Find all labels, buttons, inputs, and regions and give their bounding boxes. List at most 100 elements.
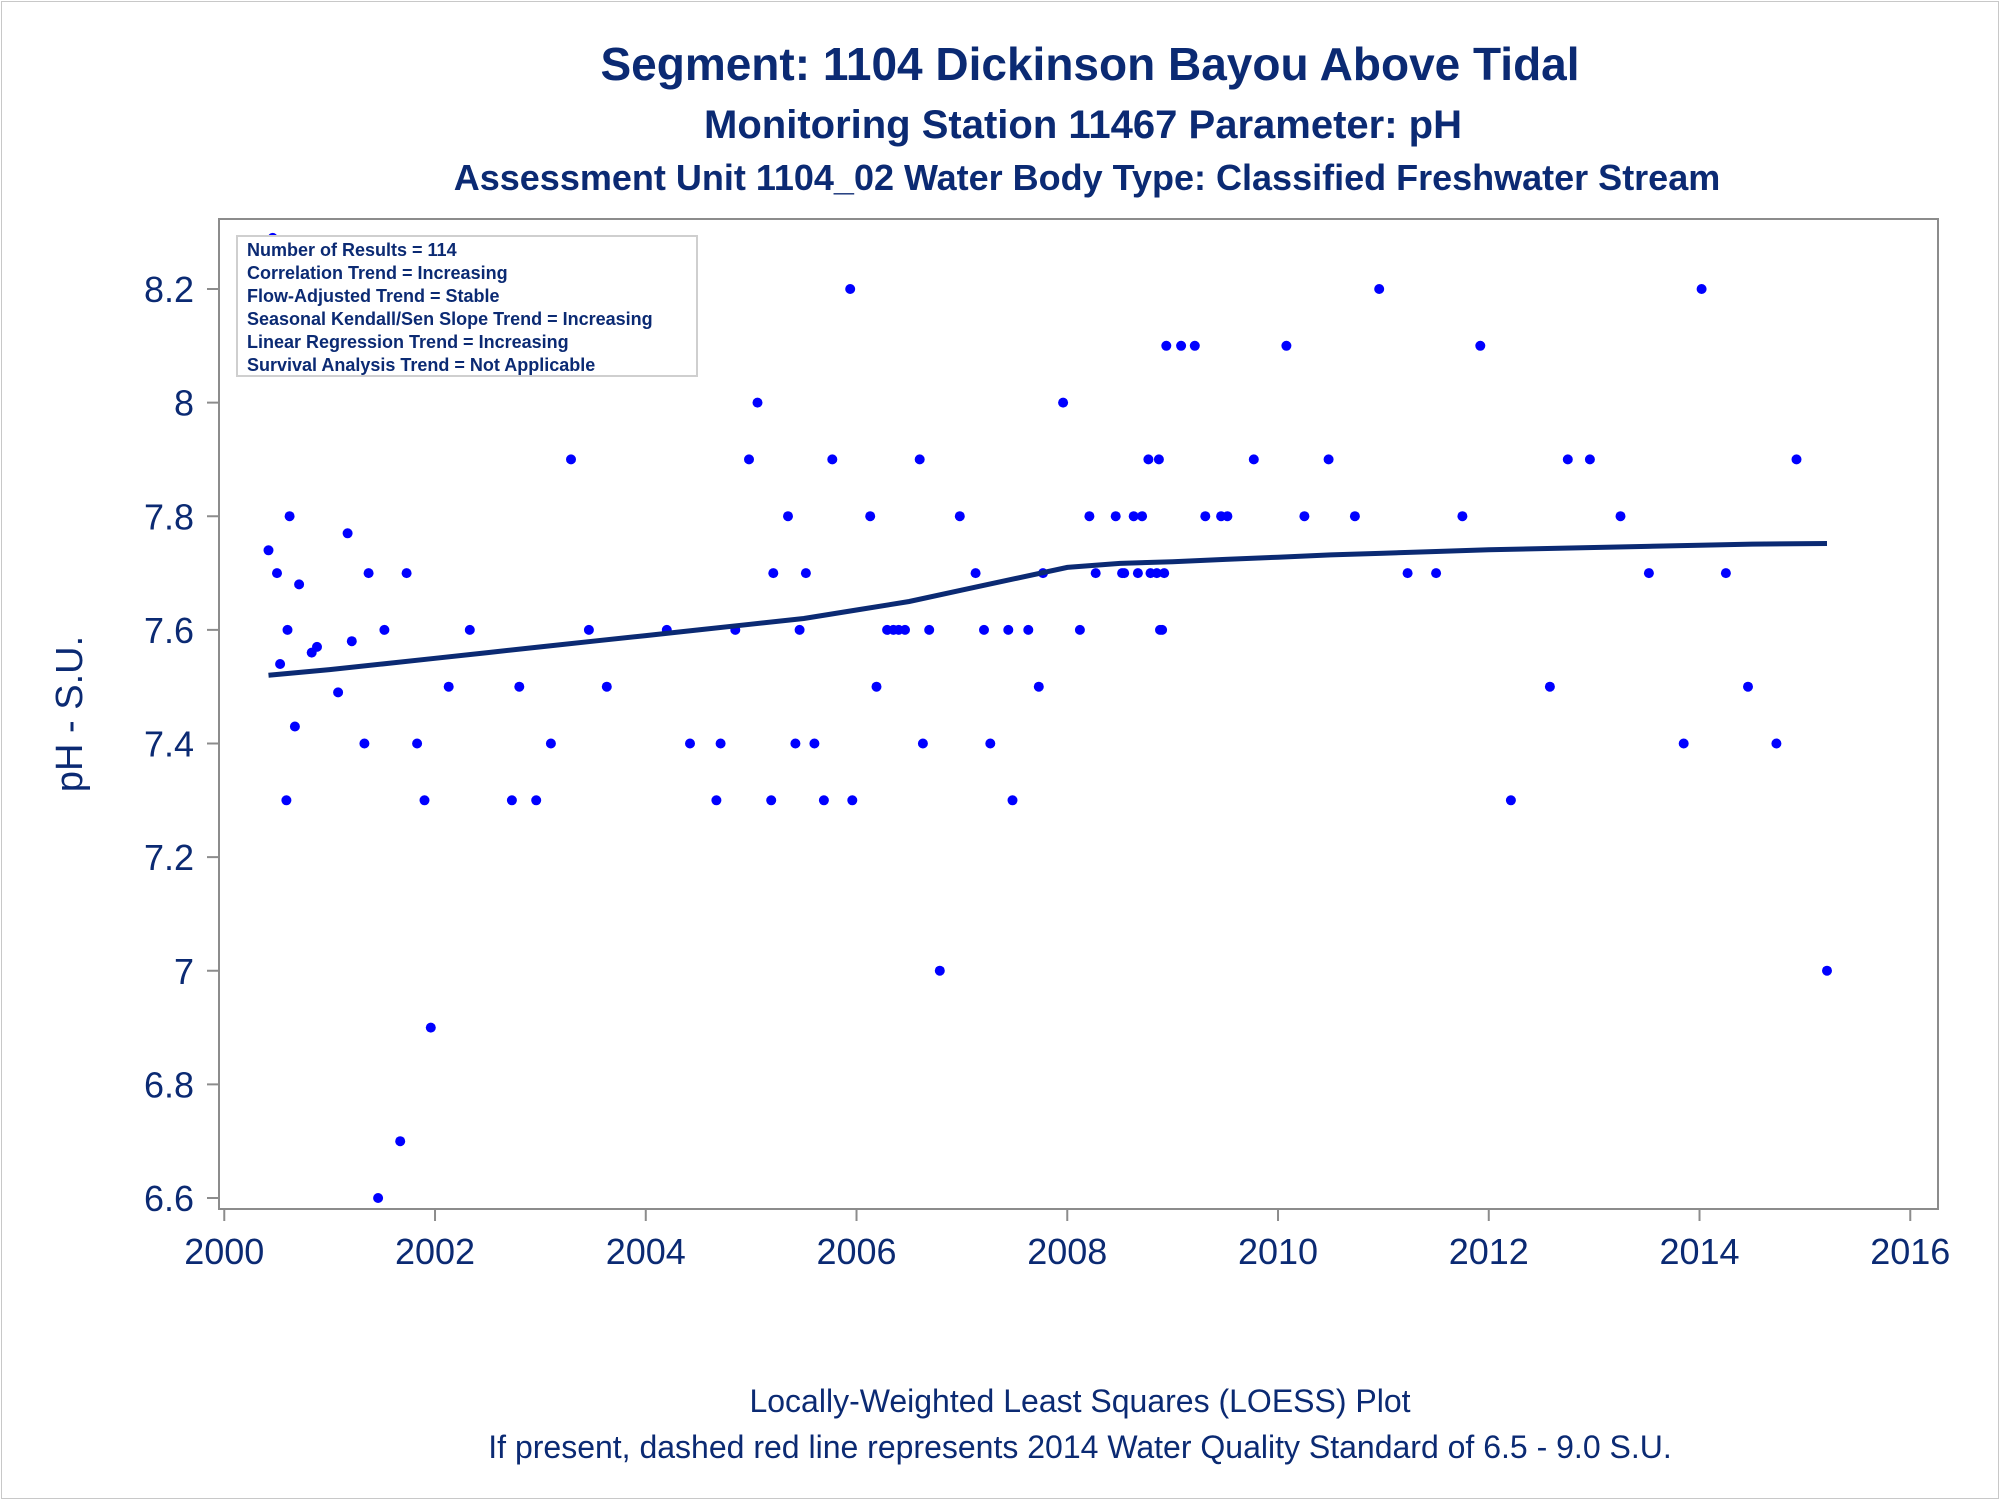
data-point — [263, 545, 274, 556]
stats-box-frame — [236, 235, 698, 377]
chart-subtitle-station: Monitoring Station 11467 Parameter: pH — [704, 103, 1462, 147]
data-point — [1791, 454, 1802, 465]
chart-subtitle-assessment: Assessment Unit 1104_02 Water Body Type:… — [454, 157, 1721, 198]
data-point — [312, 641, 322, 652]
data-point — [979, 624, 989, 635]
data-point — [412, 738, 423, 749]
data-point — [1033, 681, 1044, 692]
data-point — [363, 568, 374, 579]
data-point — [1678, 738, 1689, 749]
data-point — [752, 397, 763, 408]
data-point — [1153, 454, 1164, 465]
data-point — [425, 1022, 436, 1033]
data-point — [1475, 340, 1486, 351]
data-point — [1023, 624, 1034, 635]
data-point — [790, 738, 801, 749]
data-point — [506, 795, 517, 806]
data-point — [1157, 624, 1168, 635]
data-point — [800, 568, 811, 579]
data-point — [281, 795, 292, 806]
data-point — [1615, 511, 1626, 522]
data-point — [289, 721, 300, 732]
data-point — [275, 659, 286, 669]
x-tick-label: 2008 — [1027, 1231, 1107, 1272]
data-point — [715, 738, 726, 749]
y-tick-label: 7.4 — [144, 724, 194, 765]
footer-line-2: If present, dashed red line represents 2… — [488, 1429, 1671, 1465]
data-point — [419, 795, 430, 806]
data-point — [1058, 397, 1069, 408]
y-tick-label: 7.6 — [144, 610, 194, 651]
data-point — [342, 528, 353, 539]
data-point — [443, 681, 454, 692]
data-point — [1189, 340, 1200, 351]
stats-line: Linear Regression Trend = Increasing — [247, 332, 569, 352]
data-point — [985, 738, 996, 749]
y-tick-label: 8 — [174, 383, 194, 424]
data-point — [545, 738, 556, 749]
data-point — [1110, 511, 1121, 522]
data-point — [934, 965, 945, 976]
data-point — [373, 1193, 384, 1203]
data-point — [531, 795, 542, 806]
data-point — [685, 738, 695, 749]
x-tick-label: 2004 — [606, 1231, 686, 1272]
loess-trend-line — [268, 541, 1828, 678]
x-tick-label: 2010 — [1238, 1231, 1318, 1272]
chart-title: Segment: 1104 Dickinson Bayou Above Tida… — [600, 38, 1579, 90]
data-point — [1822, 965, 1832, 976]
data-point — [1349, 511, 1360, 522]
data-point — [865, 511, 876, 522]
data-point — [1003, 624, 1014, 635]
data-point — [1696, 284, 1707, 294]
data-point — [1176, 340, 1187, 351]
data-point — [1323, 454, 1334, 465]
y-tick-label: 6.8 — [144, 1064, 194, 1105]
data-point — [871, 681, 882, 692]
y-tick-label: 7 — [174, 951, 194, 992]
x-tick-label: 2012 — [1449, 1231, 1529, 1272]
stats-line: Number of Results = 114 — [247, 240, 457, 260]
data-point — [917, 738, 928, 749]
y-tick-label: 8.2 — [144, 269, 194, 310]
footer-line-1: Locally-Weighted Least Squares (LOESS) P… — [749, 1383, 1410, 1419]
data-point — [794, 624, 805, 635]
data-point — [359, 738, 370, 749]
data-point — [847, 795, 858, 806]
data-point — [1771, 738, 1782, 749]
data-point — [924, 624, 935, 635]
data-point — [272, 568, 282, 579]
data-point — [1431, 568, 1442, 579]
y-axis-label: pH - S.U. — [49, 636, 91, 792]
data-point — [1007, 795, 1018, 806]
data-point — [282, 624, 293, 635]
y-tick-label: 6.6 — [144, 1178, 194, 1219]
data-point — [333, 687, 344, 698]
x-tick-label: 2014 — [1659, 1231, 1739, 1272]
data-point — [900, 624, 910, 635]
data-point — [583, 624, 594, 635]
data-point — [401, 568, 412, 579]
data-point — [1137, 511, 1148, 522]
data-point — [1281, 340, 1292, 351]
plot-area — [218, 218, 1939, 1210]
stats-line: Survival Analysis Trend = Not Applicable — [247, 355, 595, 375]
data-point — [1544, 681, 1555, 692]
data-point — [395, 1136, 406, 1147]
data-point — [379, 624, 390, 635]
data-point — [1299, 511, 1310, 522]
data-point — [1457, 511, 1468, 522]
data-point — [1161, 340, 1172, 351]
stats-line: Flow-Adjusted Trend = Stable — [247, 286, 500, 306]
data-point — [1562, 454, 1573, 465]
data-point — [914, 454, 925, 465]
stats-line: Seasonal Kendall/Sen Slope Trend = Incre… — [247, 309, 653, 329]
data-point — [1584, 454, 1595, 465]
data-point — [1119, 568, 1130, 579]
y-tick-label: 7.8 — [144, 496, 194, 537]
data-point — [1132, 568, 1143, 579]
data-point — [954, 511, 965, 522]
data-point — [346, 636, 357, 647]
